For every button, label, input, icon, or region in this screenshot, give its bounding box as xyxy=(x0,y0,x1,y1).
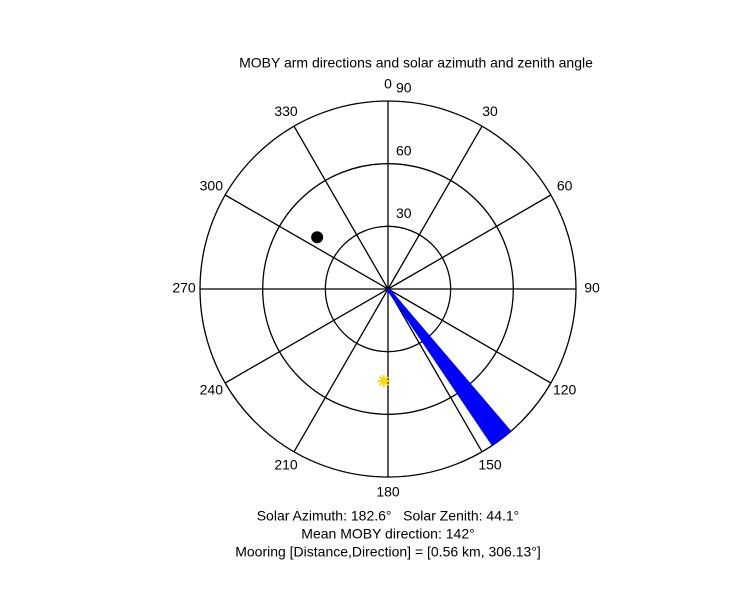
arm-line xyxy=(386,288,495,446)
theta-tick-label: 180 xyxy=(376,484,400,500)
radial-grid xyxy=(324,225,452,353)
theta-tick-label: 30 xyxy=(482,103,498,119)
theta-tick-label: 60 xyxy=(557,178,573,194)
annotation: Mean MOBY direction: 142° xyxy=(301,526,474,542)
mooring-marker xyxy=(311,231,324,244)
chart-title: MOBY arm directions and solar azimuth an… xyxy=(239,55,593,71)
spoke xyxy=(387,125,483,290)
theta-tick-label: 0 xyxy=(384,76,392,92)
theta-tick-label: 300 xyxy=(200,178,224,194)
r-tick-label: 30 xyxy=(396,205,412,221)
theta-tick-label: 240 xyxy=(200,382,224,398)
theta-tick-label: 210 xyxy=(274,456,298,472)
theta-tick-label: 90 xyxy=(584,280,600,296)
radial-grid xyxy=(262,163,514,415)
r-tick-label: 60 xyxy=(396,142,412,158)
spoke xyxy=(387,288,552,384)
spoke xyxy=(387,288,483,453)
theta-tick-label: 270 xyxy=(172,280,196,296)
spoke xyxy=(387,194,552,290)
theta-tick-label: 120 xyxy=(553,382,577,398)
spoke xyxy=(293,288,389,453)
spoke xyxy=(224,194,389,290)
spoke xyxy=(293,125,389,290)
spoke xyxy=(224,288,389,384)
radial-grid xyxy=(199,100,577,478)
annotation: Solar Azimuth: 182.6° Solar Zenith: 44.1… xyxy=(257,508,520,524)
annotation: Mooring [Distance,Direction] = [0.56 km,… xyxy=(235,544,541,560)
theta-tick-label: 330 xyxy=(274,103,298,119)
r-tick-label: 90 xyxy=(396,80,412,96)
theta-tick-label: 150 xyxy=(478,456,502,472)
sun-marker xyxy=(377,375,390,388)
